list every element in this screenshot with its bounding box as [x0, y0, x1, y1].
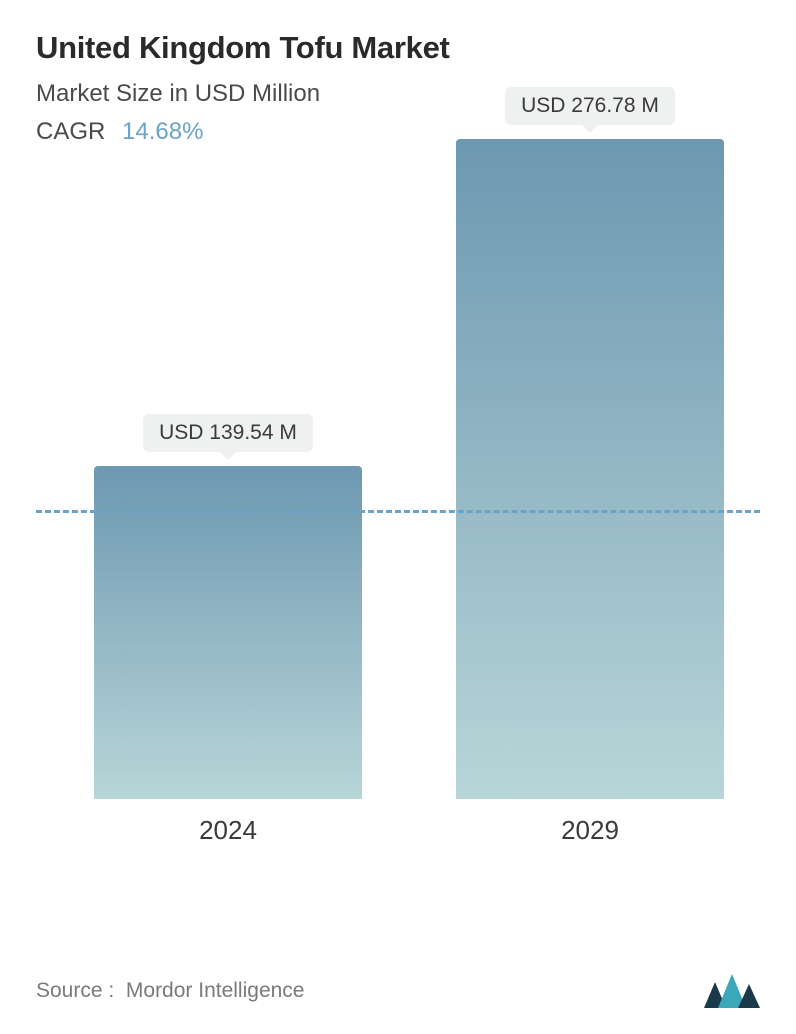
- bar-container-2024: USD 139.54 M 2024: [94, 414, 362, 846]
- bar-value-label: USD 276.78 M: [505, 87, 675, 125]
- bar: [456, 139, 724, 799]
- reference-line: [36, 510, 760, 513]
- cagr-value: 14.68%: [122, 118, 203, 145]
- source-name: Mordor Intelligence: [126, 979, 305, 1002]
- bar: [94, 466, 362, 799]
- chart-title: United Kingdom Tofu Market: [36, 30, 760, 66]
- cagr-label: CAGR: [36, 118, 105, 145]
- source-text: Source : Mordor Intelligence: [36, 979, 304, 1003]
- year-label: 2029: [561, 815, 619, 846]
- mordor-logo-icon: [704, 974, 760, 1008]
- year-label: 2024: [199, 815, 257, 846]
- bar-value-label: USD 139.54 M: [143, 414, 313, 452]
- source-label: Source :: [36, 979, 114, 1002]
- bar-container-2029: USD 276.78 M 2029: [456, 87, 724, 846]
- chart-area: USD 139.54 M2024USD 276.78 M2029: [36, 186, 760, 906]
- footer: Source : Mordor Intelligence: [36, 974, 760, 1008]
